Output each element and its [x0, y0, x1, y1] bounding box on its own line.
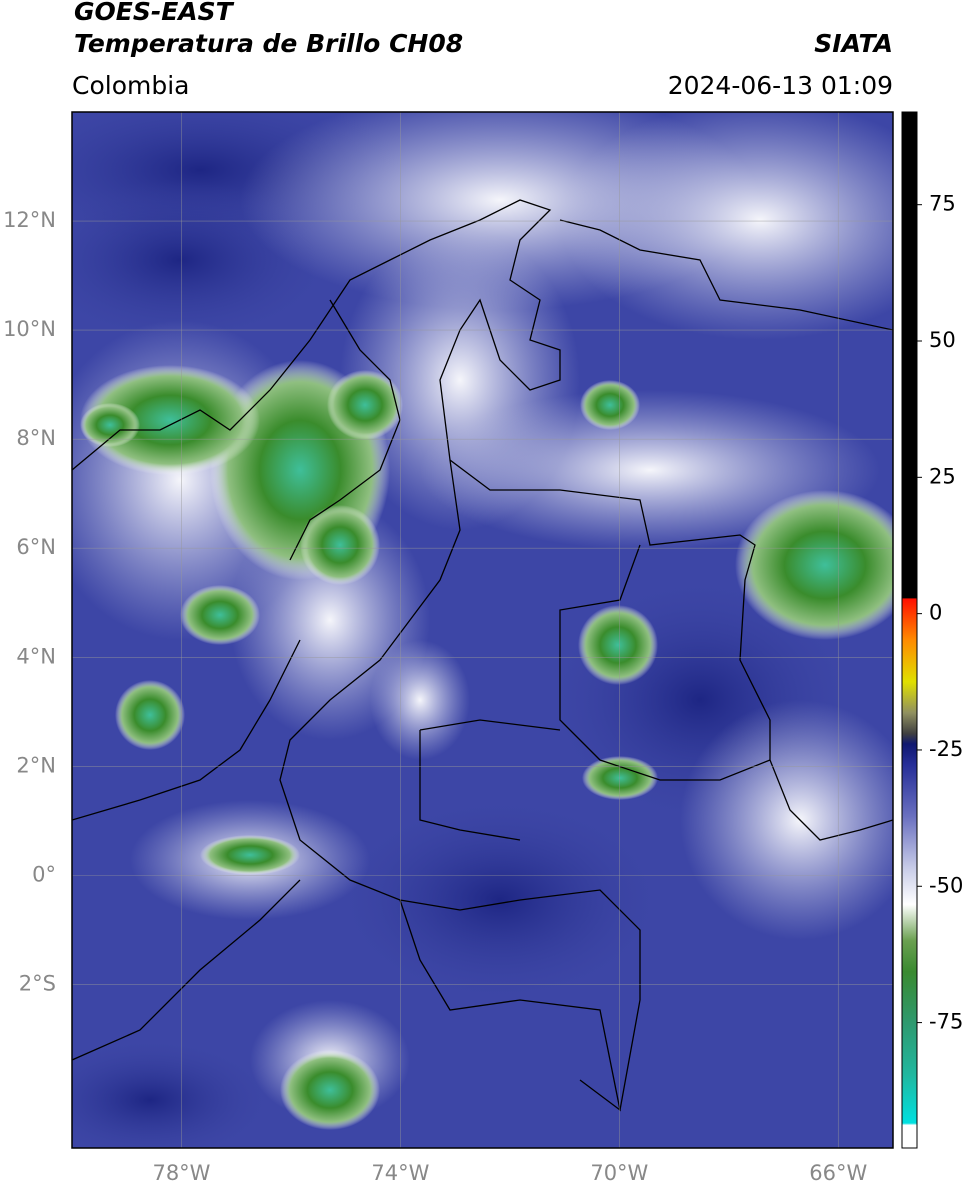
x-tick-label: 66°W — [809, 1161, 867, 1185]
satellite-image — [72, 112, 893, 1148]
y-tick-label: 10°N — [3, 317, 56, 341]
y-tick-label: 12°N — [3, 208, 56, 232]
x-tick-label: 78°W — [152, 1161, 210, 1185]
y-tick-label: 6°N — [16, 535, 56, 559]
colorbar — [901, 111, 918, 1149]
subtitle: Temperatura de Brillo CH08 — [74, 29, 463, 58]
x-tick-label: 70°W — [590, 1161, 648, 1185]
datetime: 2024-06-13 01:09 — [668, 71, 893, 100]
source: SIATA — [814, 29, 893, 58]
title: GOES-EAST — [74, 0, 235, 26]
grid — [72, 112, 893, 1148]
colorbar-tick-label: -75 — [929, 1010, 963, 1034]
y-tick-label: 8°N — [16, 426, 56, 450]
colorbar-tick-label: 75 — [929, 192, 956, 216]
colorbar-tick-label: 0 — [929, 601, 942, 625]
colorbar-tick-label: 50 — [929, 328, 956, 352]
y-tick-label: 2°N — [16, 753, 56, 777]
x-tick-label: 74°W — [371, 1161, 429, 1185]
y-tick-label: 2°S — [19, 971, 56, 995]
y-tick-label: 0° — [32, 862, 56, 886]
colorbar-tick-label: 25 — [929, 464, 956, 488]
y-tick-label: 4°N — [16, 644, 56, 668]
map-frame — [71, 111, 894, 1149]
region: Colombia — [72, 71, 189, 100]
colorbar-tick-label: -50 — [929, 873, 963, 897]
colorbar-tick-label: -25 — [929, 737, 963, 761]
